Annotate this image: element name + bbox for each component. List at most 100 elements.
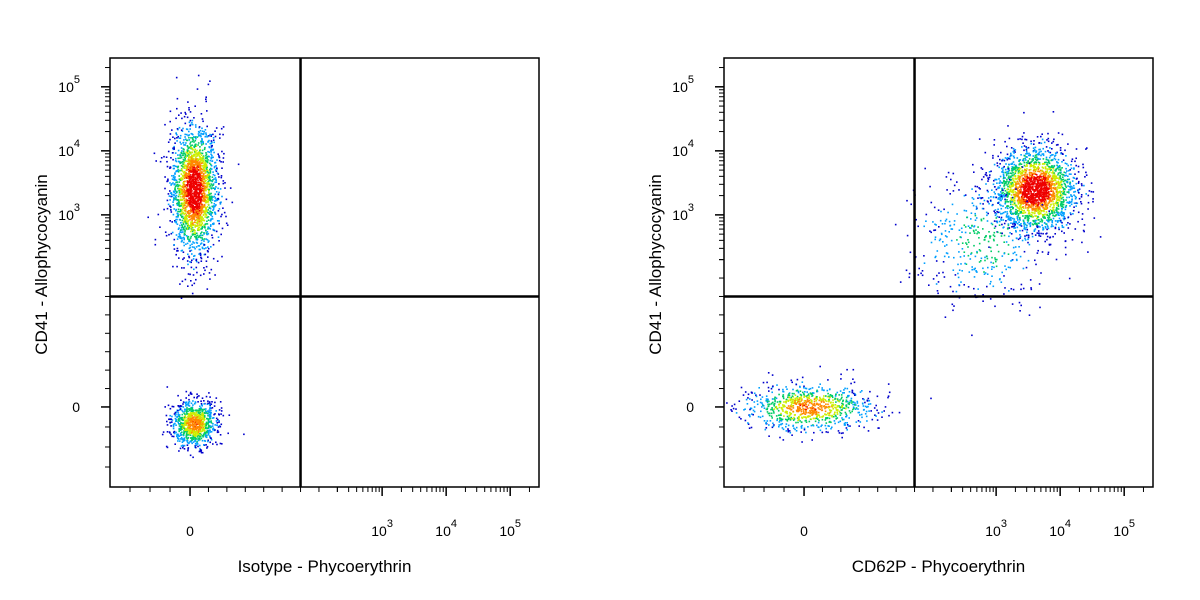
event-dot xyxy=(181,267,183,269)
event-dot xyxy=(179,428,181,431)
event-dot xyxy=(214,274,216,276)
event-dot xyxy=(209,407,211,410)
event-dot xyxy=(204,253,207,256)
event-dot xyxy=(875,404,877,407)
event-dot xyxy=(1065,155,1067,157)
event-dot xyxy=(210,197,212,200)
event-dot xyxy=(194,190,196,192)
event-dot xyxy=(792,407,795,409)
event-dot xyxy=(201,127,203,130)
event-dot xyxy=(202,166,205,169)
event-dot xyxy=(802,408,804,410)
event-dot xyxy=(227,432,229,435)
event-dot xyxy=(198,207,201,209)
event-dot xyxy=(733,403,736,406)
event-dot xyxy=(174,187,176,189)
event-dot xyxy=(183,439,186,442)
event-dot xyxy=(183,437,186,440)
event-dot xyxy=(194,247,196,250)
event-dot xyxy=(205,154,207,157)
event-dot xyxy=(1049,166,1051,168)
event-dot xyxy=(186,173,189,175)
event-dot xyxy=(209,195,211,197)
event-dot xyxy=(201,165,204,167)
event-dot xyxy=(193,254,196,257)
event-dot xyxy=(179,432,182,434)
event-dot xyxy=(208,151,211,153)
event-dot xyxy=(169,110,172,113)
event-dot xyxy=(199,182,202,185)
event-dot xyxy=(787,417,790,419)
event-dot xyxy=(205,179,207,182)
event-dot xyxy=(1075,178,1078,180)
event-dot xyxy=(223,211,226,214)
event-dot xyxy=(189,143,191,145)
event-dot xyxy=(796,398,799,400)
event-dot xyxy=(215,204,217,206)
event-dot xyxy=(179,417,182,419)
event-dot xyxy=(847,406,850,409)
event-dot xyxy=(185,175,188,177)
event-dot xyxy=(201,247,204,250)
event-dot xyxy=(794,402,796,404)
event-dot xyxy=(173,413,176,415)
event-dot xyxy=(202,165,205,167)
event-dot xyxy=(186,260,189,262)
event-dot xyxy=(790,396,792,399)
event-dot xyxy=(178,126,181,129)
event-dot xyxy=(198,419,200,422)
event-dot xyxy=(185,409,188,412)
event-dot xyxy=(176,133,178,136)
event-dot xyxy=(765,400,767,402)
event-dot xyxy=(213,187,215,189)
event-dot xyxy=(196,219,199,221)
event-dot xyxy=(978,138,981,140)
event-dot xyxy=(207,439,209,442)
event-dot xyxy=(195,159,197,162)
event-dot xyxy=(1012,147,1015,150)
event-dot xyxy=(153,152,156,155)
event-dot xyxy=(185,424,188,426)
event-dot xyxy=(175,424,177,426)
event-dot xyxy=(179,408,182,410)
event-dot xyxy=(798,400,800,402)
event-dot xyxy=(200,228,202,230)
event-dot xyxy=(197,209,199,212)
event-dot xyxy=(198,215,200,217)
event-dot xyxy=(789,412,792,415)
event-dot xyxy=(783,415,785,417)
event-dot xyxy=(187,430,189,432)
event-dot xyxy=(1052,175,1054,178)
event-dot xyxy=(788,392,791,394)
event-dot xyxy=(187,195,190,197)
event-dot xyxy=(740,386,743,389)
event-dot xyxy=(196,208,198,210)
event-dot xyxy=(203,185,205,187)
event-dot xyxy=(731,410,733,412)
event-dot xyxy=(168,418,171,420)
event-dot xyxy=(182,206,184,209)
event-dot xyxy=(842,432,844,434)
event-dot xyxy=(192,419,194,422)
event-dot xyxy=(792,405,795,407)
event-dot xyxy=(215,200,217,202)
event-dot xyxy=(187,181,189,184)
event-dot xyxy=(183,430,185,432)
event-dot xyxy=(209,167,212,170)
event-dot xyxy=(201,412,204,414)
event-dot xyxy=(200,419,203,421)
event-dot xyxy=(1008,175,1010,177)
event-dot xyxy=(185,201,188,203)
event-dot xyxy=(188,256,191,259)
event-dot xyxy=(183,167,185,169)
y-tick-label: 104 xyxy=(58,138,80,159)
event-dot xyxy=(188,426,191,429)
event-dot xyxy=(187,149,189,152)
event-dot xyxy=(807,407,809,410)
event-dot xyxy=(846,400,849,403)
event-dot xyxy=(748,427,751,429)
event-dot xyxy=(792,398,794,401)
event-dot xyxy=(183,203,185,205)
event-dot xyxy=(191,429,194,432)
event-dot xyxy=(203,211,206,213)
